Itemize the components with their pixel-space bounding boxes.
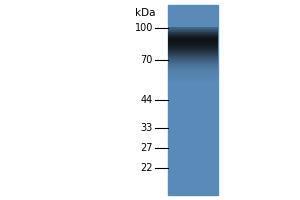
Bar xyxy=(168,70,218,71)
Bar xyxy=(168,34,218,35)
Bar xyxy=(168,79,218,80)
Bar xyxy=(168,47,218,48)
Bar xyxy=(168,68,218,69)
Text: 22: 22 xyxy=(140,163,153,173)
Bar xyxy=(168,71,218,72)
Bar xyxy=(168,69,218,70)
Bar xyxy=(168,28,218,29)
Bar xyxy=(168,49,218,50)
Text: 70: 70 xyxy=(141,55,153,65)
Text: 33: 33 xyxy=(141,123,153,133)
Bar xyxy=(168,80,218,81)
Bar xyxy=(168,76,218,77)
Bar xyxy=(168,46,218,47)
Bar xyxy=(168,31,218,32)
Bar xyxy=(168,57,218,58)
Text: kDa: kDa xyxy=(134,8,155,18)
Bar xyxy=(168,51,218,52)
Bar xyxy=(168,65,218,66)
Bar xyxy=(168,38,218,39)
Bar xyxy=(168,55,218,56)
Bar xyxy=(168,36,218,37)
Bar xyxy=(168,53,218,54)
Bar xyxy=(168,52,218,53)
Bar xyxy=(168,75,218,76)
Bar xyxy=(168,60,218,61)
Bar xyxy=(168,77,218,78)
Bar xyxy=(168,62,218,63)
Text: 100: 100 xyxy=(135,23,153,33)
Bar xyxy=(168,67,218,68)
Bar xyxy=(168,29,218,30)
Bar xyxy=(168,35,218,36)
Bar xyxy=(168,66,218,67)
Text: 27: 27 xyxy=(140,143,153,153)
Bar xyxy=(168,39,218,40)
Bar xyxy=(168,61,218,62)
Text: 44: 44 xyxy=(141,95,153,105)
Bar xyxy=(168,48,218,49)
Bar xyxy=(168,40,218,41)
Bar xyxy=(168,30,218,31)
Bar xyxy=(168,58,218,59)
Bar xyxy=(168,74,218,75)
Bar xyxy=(168,41,218,42)
Bar xyxy=(168,73,218,74)
Bar xyxy=(168,72,218,73)
Bar xyxy=(168,37,218,38)
Bar xyxy=(168,33,218,34)
Bar xyxy=(168,63,218,64)
Bar xyxy=(168,56,218,57)
Bar xyxy=(168,27,218,28)
Bar xyxy=(168,44,218,45)
Bar xyxy=(168,43,218,44)
Bar xyxy=(168,64,218,65)
Bar xyxy=(168,32,218,33)
Bar xyxy=(168,81,218,82)
Bar xyxy=(168,54,218,55)
Bar xyxy=(168,59,218,60)
Bar xyxy=(168,45,218,46)
Bar xyxy=(168,78,218,79)
Bar xyxy=(168,5,218,195)
Bar xyxy=(168,42,218,43)
Bar xyxy=(168,50,218,51)
